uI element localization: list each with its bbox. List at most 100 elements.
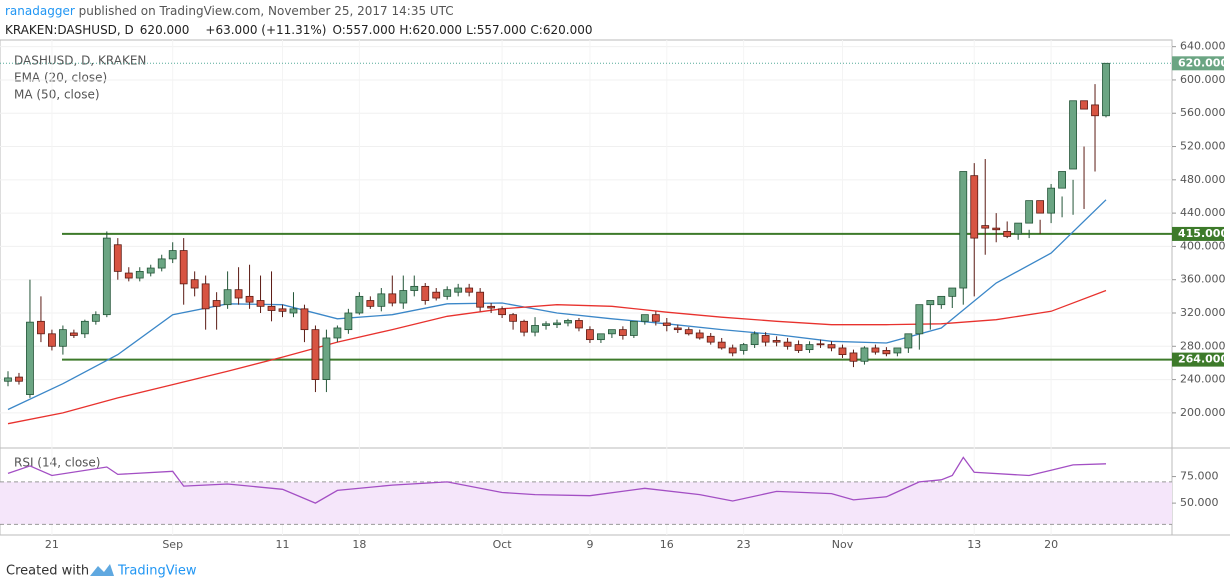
symbol: KRAKEN:DASHUSD, D xyxy=(5,23,134,37)
candle-body xyxy=(245,295,254,303)
candle-body xyxy=(366,300,375,307)
candle-body xyxy=(498,308,507,316)
rsi-line xyxy=(7,456,1107,504)
candle-body xyxy=(992,227,1001,231)
candle-body xyxy=(1102,62,1110,117)
x-tick-label: 18 xyxy=(352,538,366,551)
x-tick-label: 23 xyxy=(737,538,751,551)
candle-body xyxy=(739,344,748,351)
candle-body xyxy=(212,300,221,307)
candle-body xyxy=(443,289,452,297)
candle-body xyxy=(432,291,441,299)
high: H:620.000 xyxy=(399,23,462,37)
candle-body xyxy=(882,350,891,355)
candle-body xyxy=(476,291,485,308)
candle-body xyxy=(871,347,880,353)
legend-rsi: RSI (14, close) xyxy=(14,456,100,470)
published: published on TradingView.com, November 2… xyxy=(75,4,454,18)
candle-body xyxy=(344,312,353,331)
candle-body xyxy=(69,332,78,336)
x-tick-label: 11 xyxy=(276,538,290,551)
candle-body xyxy=(48,333,56,347)
candle-body xyxy=(926,300,935,306)
x-tick-label: Sep xyxy=(162,538,183,551)
candle-body xyxy=(399,290,408,304)
y-tick-label: 200.000 xyxy=(1180,406,1226,419)
candle-body xyxy=(1091,104,1099,117)
low: L:557.000 xyxy=(466,23,526,37)
candle-body xyxy=(1047,187,1055,214)
y-tick-label: 640.000 xyxy=(1180,40,1226,53)
x-tick-label: 21 xyxy=(45,538,59,551)
header-line: ranadagger published on TradingView.com,… xyxy=(5,4,454,18)
y-tick-label: 400.000 xyxy=(1180,239,1226,252)
candle-body xyxy=(311,329,320,380)
candle-body xyxy=(750,333,759,346)
candle-body xyxy=(102,237,111,316)
candle-body xyxy=(860,347,869,362)
candle-body xyxy=(146,267,155,274)
candle-body xyxy=(1080,100,1088,110)
candle-body xyxy=(179,250,188,285)
candle-body xyxy=(838,347,847,356)
y-tick-label: 600.000 xyxy=(1180,73,1226,86)
candle-body xyxy=(1025,200,1034,224)
legend-symbol: DASHUSD, D, KRAKEN xyxy=(14,54,146,68)
candle-body xyxy=(564,320,572,324)
candle-body xyxy=(618,329,627,336)
legend-ma: MA (50, close) xyxy=(14,88,100,102)
candle-body xyxy=(849,352,858,362)
candle-body xyxy=(728,347,737,354)
candle-body xyxy=(662,322,671,326)
y-tick-label: 360.000 xyxy=(1180,273,1226,286)
footer-created: Created with xyxy=(6,564,89,579)
candle-body xyxy=(586,329,594,341)
candle-body xyxy=(651,314,660,322)
candle-body xyxy=(937,295,946,306)
candle-body xyxy=(190,279,199,289)
candle-body xyxy=(706,335,715,343)
candle-body xyxy=(904,333,913,349)
x-tick-label: 16 xyxy=(660,538,674,551)
candle-body xyxy=(410,285,419,291)
candle-body xyxy=(113,244,122,272)
candle-body xyxy=(289,308,298,314)
candle-body xyxy=(1069,100,1077,170)
candle-body xyxy=(608,329,616,335)
candle-body xyxy=(256,300,265,307)
y-tick-label: 520.000 xyxy=(1180,140,1226,153)
x-tick-label: Oct xyxy=(493,538,513,551)
quote-line: KRAKEN:DASHUSD, D 620.000 +63.000 (+11.31%… xyxy=(5,23,592,37)
close: C:620.000 xyxy=(530,23,592,37)
candle-body xyxy=(355,295,364,314)
last: 620.000 xyxy=(140,23,190,37)
candle-body xyxy=(487,305,496,309)
candle-body xyxy=(1003,231,1012,237)
candle-body xyxy=(1058,171,1066,189)
y-tick-label: 560.000 xyxy=(1180,106,1226,119)
rsi-band-fill xyxy=(0,481,1172,525)
candle-body xyxy=(948,287,957,297)
candle-body xyxy=(981,225,990,229)
x-tick-label: 13 xyxy=(967,538,981,551)
candle-body xyxy=(816,343,825,346)
candle-body xyxy=(761,335,770,343)
candle-body xyxy=(772,340,781,343)
candle-body xyxy=(168,250,177,260)
candle-body xyxy=(26,321,34,395)
candle-body xyxy=(223,289,232,306)
candle-body xyxy=(794,344,803,351)
candle-body xyxy=(91,314,100,322)
candle-body xyxy=(684,329,693,335)
candle-body xyxy=(695,332,704,339)
candle-body xyxy=(1014,222,1023,235)
candle-body xyxy=(805,344,814,351)
candle-body xyxy=(1036,200,1045,214)
open: O:557.000 xyxy=(332,23,395,37)
candle-body xyxy=(717,341,726,349)
candle-body xyxy=(959,171,968,289)
candle-body xyxy=(15,376,23,382)
candle-body xyxy=(542,323,550,326)
candle-body xyxy=(388,293,397,304)
candle-body xyxy=(59,329,67,347)
